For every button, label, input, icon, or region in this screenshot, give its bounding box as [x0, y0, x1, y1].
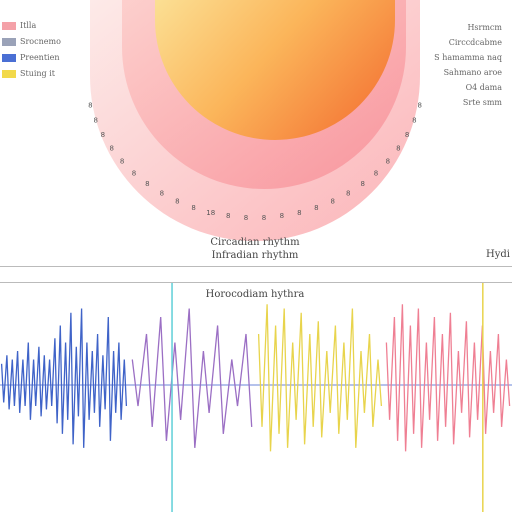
radial-tick-label: 8 — [160, 189, 164, 197]
wave-series-4 — [385, 304, 511, 452]
legend-swatch — [2, 37, 16, 46]
radial-tick-label: 8 — [417, 101, 421, 109]
side-note: Sahmano aroe — [443, 68, 502, 77]
side-note: O4 dama — [465, 83, 502, 92]
radial-tick-label: 8 — [109, 145, 113, 153]
legend-swatch — [2, 21, 16, 30]
legend-item: Stuing it — [2, 66, 64, 81]
legend-swatch — [2, 53, 16, 62]
legend-label: Stuing it — [20, 69, 55, 78]
radial-chart-subtitle: Infradian rhythm — [211, 250, 299, 261]
legend-label: Preentien — [20, 53, 60, 62]
wave-chart-title: Horocodiam hythra — [205, 289, 305, 300]
wave-series-3 — [257, 304, 383, 452]
radial-tick-label: 8 — [101, 131, 105, 139]
divider-top — [0, 266, 512, 267]
radial-tick-label: 8 — [226, 212, 230, 220]
radial-tick-label: 8 — [297, 209, 301, 217]
radial-tick-label: 8 — [405, 131, 409, 139]
legend-swatch — [2, 69, 16, 78]
radial-tick-label: 8 — [386, 158, 390, 166]
radial-tick-label: 8 — [120, 158, 124, 166]
divider-bottom — [0, 282, 512, 283]
side-note: Circcdcabme — [448, 38, 502, 47]
radial-chart-title: Circadian rhythm — [210, 237, 300, 248]
radial-tick-label: 8 — [280, 212, 284, 220]
radial-tick-label: 8 — [314, 204, 318, 212]
radial-tick-label: 8 — [412, 116, 416, 124]
wave-series-1 — [0, 308, 128, 448]
radial-tick-label: 8 — [244, 214, 248, 222]
radial-tick-label: 8 — [262, 214, 266, 222]
radial-layer-inner — [155, 0, 395, 140]
legend-label: Itlla — [20, 21, 37, 30]
legend-item: Srocnemo — [2, 34, 64, 49]
radial-tick-label: 18 — [206, 209, 215, 217]
side-note: Hsrmcm — [467, 23, 502, 32]
legend-label: Srocnemo — [20, 37, 61, 46]
radial-tick-label: 8 — [93, 116, 97, 124]
radial-tick-label: 8 — [330, 197, 334, 205]
radial-tick-label: 8 — [88, 101, 92, 109]
radial-tick-label: 8 — [360, 180, 364, 188]
side-note: S hamamma naq — [434, 53, 502, 62]
radial-tick-label: 8 — [145, 180, 149, 188]
radial-tick-label: 8 — [191, 204, 195, 212]
side-notes: Hsrmcm Circcdcabme S hamamma naq Sahmano… — [412, 20, 502, 110]
corner-label: Hydi — [486, 249, 510, 260]
legend-item: Preentien — [2, 50, 64, 65]
radial-tick-label: 8 — [132, 169, 136, 177]
side-note: Srte smm — [462, 98, 502, 107]
radial-tick-label: 8 — [396, 145, 400, 153]
radial-tick-label: 8 — [175, 197, 179, 205]
radial-tick-label: 8 — [374, 169, 378, 177]
legend-item: Itlla — [2, 18, 64, 33]
radial-tick-label: 8 — [346, 189, 350, 197]
legend: Itlla Srocnemo Preentien Stuing it — [2, 18, 64, 82]
wave-series-2 — [131, 308, 253, 448]
